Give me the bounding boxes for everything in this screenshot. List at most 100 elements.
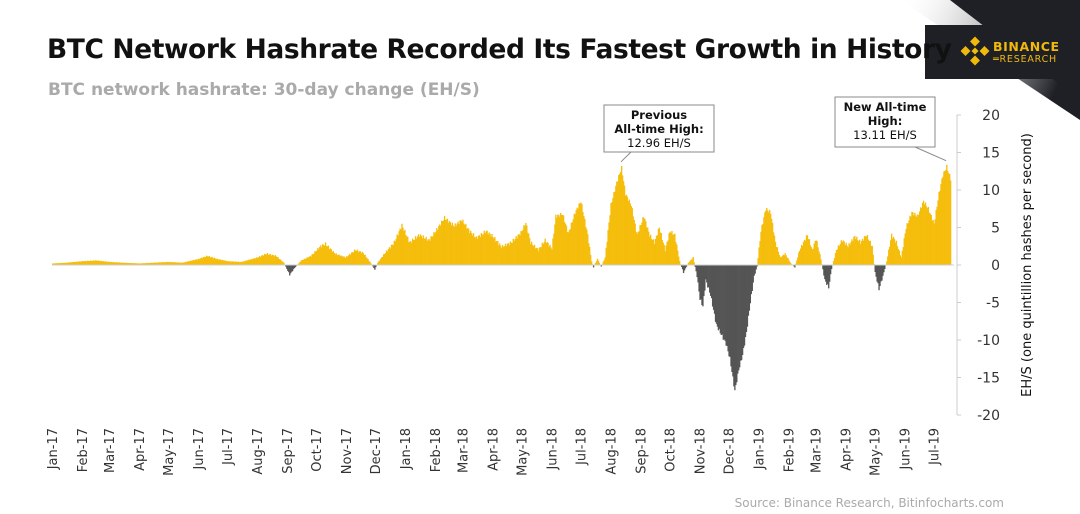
data-bar: [739, 265, 741, 368]
data-bar: [692, 256, 694, 265]
data-bar: [192, 260, 194, 265]
data-bar: [765, 210, 767, 265]
data-bar: [907, 223, 909, 265]
data-bar: [187, 261, 189, 265]
data-bar: [196, 259, 198, 265]
data-bar: [362, 253, 364, 265]
data-bar: [246, 260, 248, 265]
data-bar: [288, 265, 290, 273]
data-bar: [748, 265, 751, 311]
data-bar: [258, 257, 260, 265]
data-bar: [186, 261, 188, 265]
data-bar: [782, 254, 784, 265]
data-bar: [917, 214, 919, 265]
data-bar: [185, 261, 187, 265]
data-bar: [113, 262, 116, 265]
data-bar: [354, 250, 357, 265]
data-bar: [906, 223, 908, 265]
data-bar: [881, 265, 883, 281]
data-bar: [161, 262, 163, 265]
data-bar: [711, 265, 714, 307]
data-bar: [249, 260, 251, 265]
x-tick-label: Aug-18: [604, 428, 619, 475]
data-bar: [662, 242, 664, 265]
data-bar: [803, 239, 806, 265]
data-bar: [546, 241, 548, 265]
data-bar: [830, 265, 833, 270]
x-tick-label: Sep-17: [281, 428, 296, 474]
data-bar: [474, 237, 477, 265]
data-bar: [845, 242, 847, 265]
data-bar: [527, 232, 529, 265]
y-tick-label: -15: [977, 371, 1000, 387]
data-bar: [96, 260, 98, 265]
data-bar: [222, 260, 224, 265]
data-bar: [289, 265, 291, 276]
data-bar: [687, 262, 690, 265]
data-bar: [269, 253, 272, 265]
y-tick-label: -5: [986, 296, 1000, 312]
data-bar: [167, 262, 169, 265]
data-bar: [306, 257, 308, 265]
data-bar: [237, 261, 240, 265]
data-bar: [73, 261, 75, 265]
data-bar: [534, 248, 537, 265]
data-bar: [417, 234, 420, 265]
data-bar: [784, 253, 786, 265]
data-bar: [441, 220, 443, 265]
data-bar: [236, 261, 239, 265]
data-bar: [841, 242, 843, 265]
data-bar: [277, 257, 279, 265]
data-bar: [455, 225, 457, 265]
data-bar: [826, 265, 828, 286]
data-bar: [592, 265, 595, 268]
data-bar: [900, 257, 902, 265]
data-bar: [117, 262, 120, 265]
data-bar: [505, 246, 508, 265]
data-bar: [751, 265, 753, 291]
data-bar: [116, 262, 119, 265]
data-bar: [523, 225, 525, 265]
data-bar: [938, 192, 940, 265]
data-bar: [489, 233, 491, 265]
data-bar: [518, 234, 520, 265]
data-bar: [817, 247, 819, 265]
data-bar: [270, 255, 273, 265]
data-bar: [81, 261, 83, 265]
data-bar: [512, 238, 514, 265]
data-bar: [539, 247, 542, 265]
data-bar: [230, 261, 232, 265]
data-bar: [399, 228, 401, 265]
data-bar: [834, 253, 837, 265]
data-bar: [605, 247, 607, 265]
data-bar: [800, 248, 802, 265]
data-bar: [509, 241, 512, 265]
data-bar: [62, 262, 64, 265]
data-bar: [890, 240, 892, 265]
data-bar: [449, 222, 452, 265]
data-bar: [786, 257, 788, 265]
data-bar: [742, 265, 745, 348]
data-bar: [274, 255, 276, 265]
data-bar: [727, 265, 729, 352]
x-tick-label: Jan-18: [399, 428, 414, 470]
x-tick-label: Nov-18: [693, 428, 708, 474]
data-bar: [776, 247, 779, 265]
data-bar: [321, 244, 324, 265]
data-bar: [469, 233, 471, 265]
annotation-box: [834, 96, 936, 148]
data-bar: [699, 265, 701, 300]
y-axis: 20 15 10 5 0 -5 -10 -15 -20: [956, 108, 1000, 424]
data-bar: [264, 254, 267, 265]
data-bar: [740, 265, 742, 361]
data-bar: [876, 265, 878, 282]
data-bar: [194, 260, 196, 265]
data-bar: [305, 258, 307, 265]
data-bar: [694, 265, 696, 267]
data-bar: [255, 258, 257, 265]
x-tick-label: Aug-17: [251, 428, 266, 475]
data-bar: [730, 265, 732, 367]
data-bar: [65, 262, 67, 265]
data-bar: [403, 230, 405, 265]
data-bar: [240, 261, 243, 265]
